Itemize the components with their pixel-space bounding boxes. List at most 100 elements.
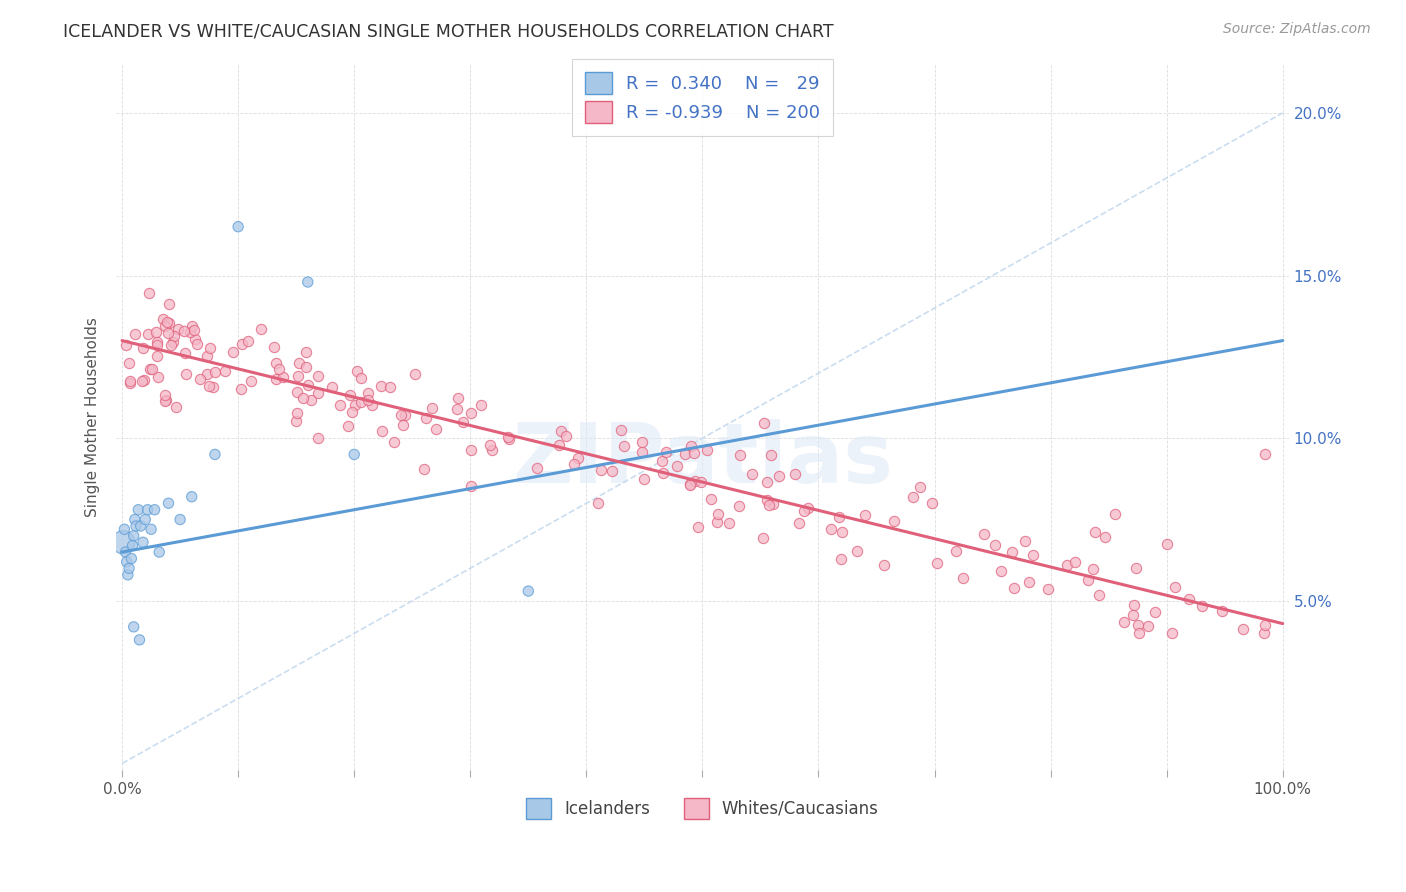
Point xyxy=(682,446,704,460)
Point xyxy=(307,431,329,445)
Point xyxy=(586,495,609,509)
Point xyxy=(1254,617,1277,632)
Point xyxy=(134,374,156,388)
Point xyxy=(1064,555,1087,569)
Point xyxy=(204,447,226,461)
Point xyxy=(1094,530,1116,544)
Point xyxy=(346,364,368,378)
Point xyxy=(1160,626,1182,640)
Point xyxy=(830,551,852,566)
Point xyxy=(122,620,145,634)
Point xyxy=(1081,562,1104,576)
Point xyxy=(945,543,967,558)
Point xyxy=(361,398,384,412)
Point xyxy=(343,398,366,412)
Point xyxy=(157,326,180,340)
Point xyxy=(768,469,790,483)
Point xyxy=(267,361,290,376)
Point xyxy=(613,439,636,453)
Point xyxy=(285,385,308,400)
Point xyxy=(357,393,380,408)
Point xyxy=(633,472,655,486)
Point xyxy=(526,460,548,475)
Point xyxy=(728,500,751,514)
Point xyxy=(990,564,1012,578)
Point xyxy=(214,364,236,378)
Point xyxy=(155,388,177,402)
Point xyxy=(873,558,896,573)
Point xyxy=(831,524,853,539)
Point xyxy=(195,349,218,363)
Point xyxy=(307,369,329,384)
Point xyxy=(479,438,502,452)
Point xyxy=(287,368,309,383)
Point xyxy=(517,584,540,599)
Point xyxy=(845,544,868,558)
Point xyxy=(1191,599,1213,613)
Point xyxy=(1022,548,1045,562)
Point xyxy=(297,378,319,392)
Point xyxy=(797,500,820,515)
Point xyxy=(1253,626,1275,640)
Point xyxy=(1156,537,1178,551)
Legend: Icelanders, Whites/Caucasians: Icelanders, Whites/Caucasians xyxy=(519,791,886,825)
Point xyxy=(146,334,169,349)
Point xyxy=(1144,605,1167,619)
Point xyxy=(124,326,146,341)
Point xyxy=(239,374,262,388)
Point xyxy=(288,356,311,370)
Point xyxy=(297,275,319,289)
Point xyxy=(973,527,995,541)
Point xyxy=(112,535,135,549)
Point xyxy=(1128,626,1150,640)
Point xyxy=(547,438,569,452)
Point xyxy=(785,467,807,482)
Point xyxy=(118,356,141,370)
Point xyxy=(382,434,405,449)
Point xyxy=(1122,607,1144,622)
Point xyxy=(162,335,184,350)
Point xyxy=(689,475,711,489)
Point xyxy=(453,415,475,429)
Point xyxy=(820,522,842,536)
Point xyxy=(357,386,380,401)
Point xyxy=(630,444,652,458)
Point xyxy=(389,408,412,422)
Point xyxy=(789,516,811,530)
Point xyxy=(481,442,503,457)
Point xyxy=(550,425,572,439)
Point xyxy=(195,367,218,381)
Point xyxy=(1002,581,1025,595)
Point xyxy=(264,372,287,386)
Point xyxy=(447,391,470,405)
Point xyxy=(1128,618,1150,632)
Point xyxy=(1114,615,1136,630)
Point xyxy=(295,345,318,359)
Point xyxy=(179,325,201,339)
Point xyxy=(285,406,308,420)
Point xyxy=(498,432,520,446)
Point xyxy=(295,359,318,374)
Point xyxy=(828,509,851,524)
Point xyxy=(167,322,190,336)
Point xyxy=(1018,574,1040,589)
Point xyxy=(173,324,195,338)
Point xyxy=(160,337,183,351)
Point xyxy=(460,443,482,458)
Point xyxy=(752,531,775,545)
Point xyxy=(184,332,207,346)
Point xyxy=(610,423,633,437)
Point xyxy=(752,416,775,430)
Point xyxy=(1254,447,1277,461)
Point xyxy=(420,401,443,415)
Point xyxy=(741,467,763,482)
Point xyxy=(226,219,249,234)
Point xyxy=(329,398,352,412)
Point xyxy=(908,480,931,494)
Point xyxy=(685,474,707,488)
Point xyxy=(197,379,219,393)
Point xyxy=(263,340,285,354)
Point xyxy=(146,338,169,352)
Point xyxy=(153,393,176,408)
Point xyxy=(1178,591,1201,606)
